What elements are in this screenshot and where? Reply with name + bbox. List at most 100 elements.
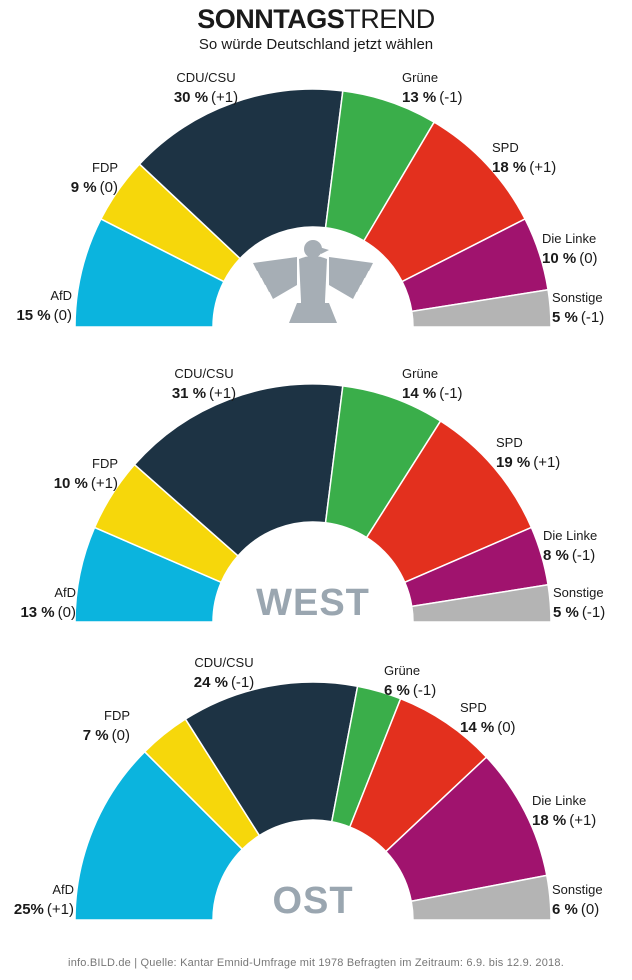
label-gruene: Grüne — [384, 663, 420, 678]
value-label-die-linke: 18 % (+1) — [532, 812, 596, 829]
value-label-sonstige: 5 % (-1) — [553, 604, 605, 621]
label-spd: SPD — [460, 700, 487, 715]
value-percent: 6 % — [384, 682, 410, 699]
value-label-cdu-csu: 24 % (-1) — [194, 674, 255, 691]
value-percent: 8 % — [543, 547, 569, 564]
label-die-linke: Die Linke — [532, 793, 586, 808]
value-change: (0) — [100, 179, 118, 196]
label-cdu-csu: CDU/CSU — [194, 655, 253, 670]
label-fdp: FDP — [104, 708, 130, 723]
value-label-afd: 13 % (0) — [20, 604, 76, 621]
value-change: (+1) — [211, 89, 238, 106]
value-change: (0) — [579, 250, 597, 267]
value-change: (-1) — [581, 309, 604, 326]
value-label-gruene: 6 % (-1) — [384, 682, 436, 699]
value-change: (-1) — [439, 385, 462, 402]
label-sonstige: Sonstige — [552, 290, 603, 305]
value-label-fdp: 7 % (0) — [83, 727, 130, 744]
value-label-gruene: 14 % (-1) — [402, 385, 463, 402]
label-die-linke: Die Linke — [542, 231, 596, 246]
value-change: (+1) — [47, 901, 74, 918]
value-percent: 14 % — [460, 719, 494, 736]
label-spd: SPD — [492, 140, 519, 155]
value-percent: 18 % — [532, 812, 566, 829]
value-change: (0) — [497, 719, 515, 736]
value-label-gruene: 13 % (-1) — [402, 89, 463, 106]
value-change: (0) — [112, 727, 130, 744]
value-change: (+1) — [91, 475, 118, 492]
value-label-sonstige: 6 % (0) — [552, 901, 599, 918]
label-spd: SPD — [496, 435, 523, 450]
value-change: (-1) — [572, 547, 595, 564]
value-label-spd: 18 % (+1) — [492, 159, 556, 176]
value-percent: 10 % — [542, 250, 576, 267]
value-percent: 19 % — [496, 454, 530, 471]
value-percent: 9 % — [71, 179, 97, 196]
label-fdp: FDP — [92, 160, 118, 175]
value-percent: 6 % — [552, 901, 578, 918]
label-sonstige: Sonstige — [553, 585, 604, 600]
label-afd: AfD — [54, 585, 76, 600]
value-change: (+1) — [533, 454, 560, 471]
label-cdu-csu: CDU/CSU — [176, 70, 235, 85]
value-label-spd: 19 % (+1) — [496, 454, 560, 471]
region-label: WEST — [256, 582, 370, 624]
slice-sonstige — [410, 288, 552, 328]
value-change: (0) — [58, 604, 76, 621]
page-title: SONNTAGSTREND — [0, 2, 632, 36]
value-change: (0) — [581, 901, 599, 918]
title-light: TREND — [344, 4, 435, 34]
value-percent: 5 % — [553, 604, 579, 621]
region-label: OST — [272, 880, 353, 922]
slice-sonstige — [410, 583, 552, 623]
value-label-fdp: 9 % (0) — [71, 179, 118, 196]
value-change: (+1) — [529, 159, 556, 176]
label-gruene: Grüne — [402, 366, 438, 381]
value-percent: 31 % — [172, 385, 206, 402]
value-label-sonstige: 5 % (-1) — [552, 309, 604, 326]
federal-eagle-icon — [253, 240, 373, 323]
title-bold: SONNTAGS — [197, 4, 345, 34]
label-sonstige: Sonstige — [552, 882, 603, 897]
slice-cdu-csu — [138, 88, 344, 260]
value-change: (-1) — [231, 674, 254, 691]
value-change: (-1) — [413, 682, 436, 699]
value-percent: 10 % — [54, 475, 88, 492]
label-cdu-csu: CDU/CSU — [174, 366, 233, 381]
value-label-spd: 14 % (0) — [460, 719, 516, 736]
slice-sonstige — [410, 874, 552, 921]
value-label-die-linke: 8 % (-1) — [543, 547, 595, 564]
value-label-cdu-csu: 31 % (+1) — [172, 385, 236, 402]
label-die-linke: Die Linke — [543, 528, 597, 543]
slice-afd — [74, 750, 244, 921]
page-subtitle: So würde Deutschland jetzt wählen — [198, 36, 434, 53]
value-percent: 13 % — [20, 604, 54, 621]
value-change: (-1) — [439, 89, 462, 106]
value-percent: 14 % — [402, 385, 436, 402]
value-label-cdu-csu: 30 % (+1) — [174, 89, 238, 106]
label-afd: AfD — [50, 288, 72, 303]
value-percent: 30 % — [174, 89, 208, 106]
label-gruene: Grüne — [402, 70, 438, 85]
value-label-fdp: 10 % (+1) — [54, 475, 118, 492]
slice-cdu-csu — [133, 383, 344, 557]
value-label-afd: 15 % (0) — [16, 307, 72, 324]
value-percent: 18 % — [492, 159, 526, 176]
label-afd: AfD — [52, 882, 74, 897]
value-label-die-linke: 10 % (0) — [542, 250, 598, 267]
value-change: (+1) — [209, 385, 236, 402]
label-fdp: FDP — [92, 456, 118, 471]
value-label-afd: 25% (+1) — [14, 901, 74, 918]
value-percent: 13 % — [402, 89, 436, 106]
value-percent: 15 % — [16, 307, 50, 324]
value-change: (+1) — [569, 812, 596, 829]
value-percent: 24 % — [194, 674, 228, 691]
source-footer: info.BILD.de | Quelle: Kantar Emnid-Umfr… — [68, 957, 564, 969]
value-change: (0) — [54, 307, 72, 324]
value-percent: 25% — [14, 901, 44, 918]
